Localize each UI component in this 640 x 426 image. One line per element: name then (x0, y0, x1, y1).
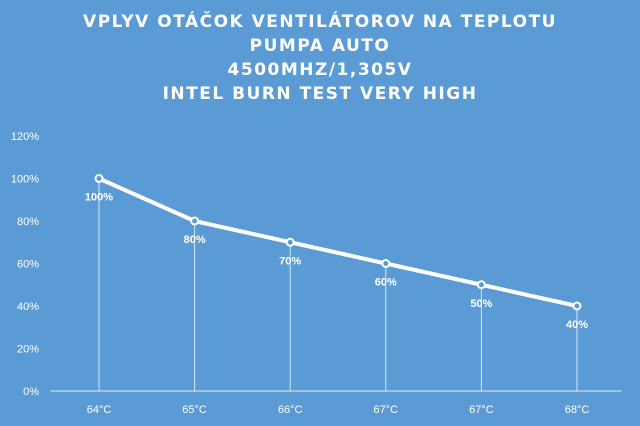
data-label: 50% (470, 298, 492, 310)
chart-title-line-1: VPLYV OTÁČOK VENTILÁTOROV NA TEPLOTU (83, 12, 557, 32)
data-label: 80% (184, 234, 206, 246)
y-tick-label: 40% (17, 301, 39, 313)
chart-title-line-3: 4500MHZ/1,305V (227, 60, 413, 80)
data-point (190, 216, 200, 226)
data-point (476, 280, 486, 290)
y-tick-label: 20% (17, 344, 39, 356)
data-point (285, 237, 295, 247)
data-label: 40% (566, 319, 588, 331)
chart-title-line-2: PUMPA AUTO (249, 36, 391, 56)
x-tick-label: 67°C (374, 404, 399, 416)
x-tick-label: 66°C (278, 404, 303, 416)
data-label: 60% (375, 277, 397, 289)
y-tick-label: 0% (23, 386, 39, 398)
data-label: 100% (85, 192, 113, 204)
x-tick-label: 65°C (182, 404, 207, 416)
chart-title: VPLYV OTÁČOK VENTILÁTOROV NA TEPLOTU PUM… (0, 10, 640, 106)
y-tick-label: 120% (11, 131, 39, 143)
data-point (381, 259, 391, 268)
data-point (94, 174, 104, 183)
x-tick-label: 67°C (469, 404, 494, 416)
y-tick-label: 60% (17, 259, 39, 271)
chart-title-line-4: INTEL BURN TEST VERY HIGH (162, 84, 478, 104)
y-tick-label: 100% (11, 174, 39, 186)
data-point (572, 301, 582, 311)
x-tick-label: 64°C (87, 404, 112, 416)
data-label: 70% (279, 255, 301, 267)
x-tick-label: 68°C (565, 404, 590, 416)
y-tick-label: 80% (17, 216, 39, 228)
series-line (97, 176, 579, 308)
